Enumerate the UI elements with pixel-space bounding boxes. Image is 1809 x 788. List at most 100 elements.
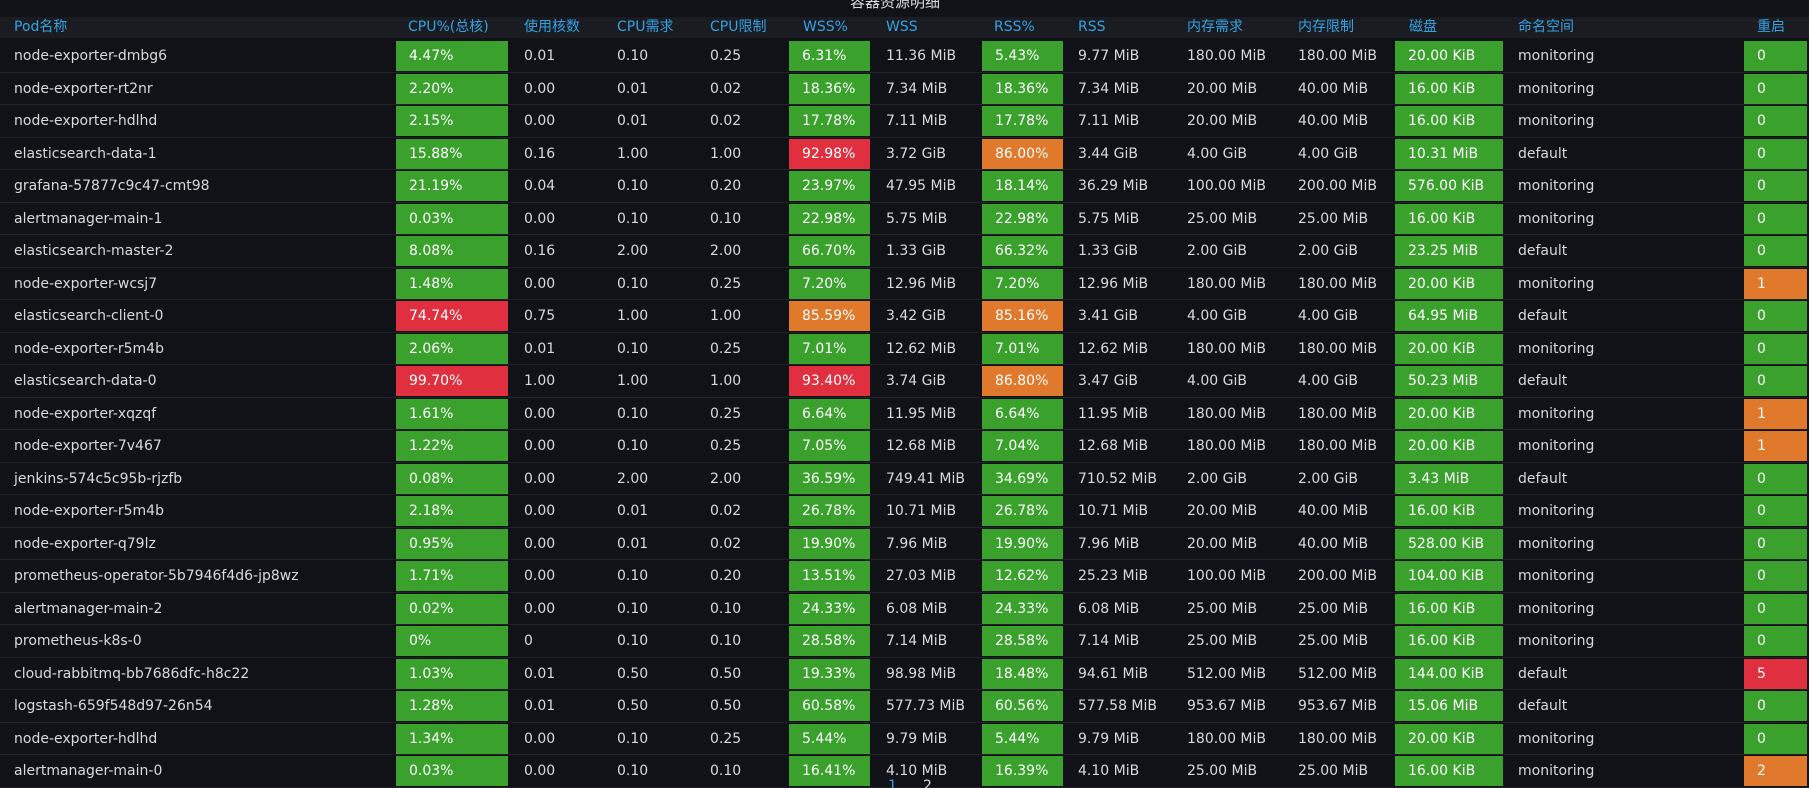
- table-cell: 4.00 GiB: [1298, 308, 1358, 324]
- table-cell: 0.25: [710, 405, 742, 422]
- pod-name: node-exporter-dmbg6: [14, 48, 168, 64]
- table-cell: 7.11 MiB: [886, 113, 948, 129]
- table-cell: default: [1518, 665, 1568, 682]
- table-cell: monitoring: [1518, 48, 1595, 64]
- pod-name: elasticsearch-data-0: [14, 373, 157, 389]
- colored-cell: 0: [1744, 463, 1807, 494]
- colored-cell: 66.70%: [789, 236, 870, 266]
- table-cell: 7.34 MiB: [886, 80, 948, 97]
- table-cell: 0.10: [617, 568, 649, 584]
- table-cell: 9.79 MiB: [1078, 730, 1140, 747]
- table-cell: 0.10: [710, 600, 742, 617]
- table-cell: 9.79 MiB: [886, 730, 948, 747]
- table-cell: 1.00: [617, 308, 649, 324]
- pod-name: elasticsearch-master-2: [14, 243, 174, 259]
- colored-cell: 85.59%: [789, 301, 870, 331]
- column-header[interactable]: 重启: [1757, 19, 1785, 35]
- colored-cell: 26.78%: [789, 496, 870, 526]
- colored-cell: 8.08%: [396, 236, 508, 266]
- colored-cell: 0: [1744, 626, 1807, 656]
- column-header[interactable]: 使用核数: [524, 19, 580, 35]
- pod-name: logstash-659f548d97-26n54: [14, 698, 213, 714]
- pod-name: node-exporter-xqzqf: [14, 405, 157, 422]
- colored-cell: 22.98%: [982, 203, 1063, 234]
- page-link[interactable]: 1: [888, 778, 897, 788]
- table-cell: 0.01: [617, 503, 649, 519]
- table-cell: monitoring: [1518, 600, 1595, 617]
- colored-cell: 74.74%: [396, 301, 508, 331]
- table-cell: default: [1518, 308, 1568, 324]
- colored-cell: 34.69%: [982, 463, 1063, 494]
- table-cell: monitoring: [1518, 503, 1595, 519]
- colored-cell: 5.44%: [789, 723, 870, 754]
- table-cell: 0.25: [710, 275, 742, 292]
- table-cell: 25.00 MiB: [1298, 763, 1369, 779]
- column-header[interactable]: 命名空间: [1518, 19, 1574, 35]
- table-cell: 0.02: [710, 113, 742, 129]
- colored-cell: 0: [1744, 691, 1807, 721]
- colored-cell: 5.43%: [982, 41, 1063, 71]
- table-cell: 0.25: [710, 730, 742, 747]
- table-cell: 4.00 GiB: [1187, 373, 1247, 389]
- column-header[interactable]: CPU需求: [617, 19, 674, 35]
- colored-cell: 7.01%: [982, 333, 1063, 364]
- table-cell: 180.00 MiB: [1187, 438, 1267, 454]
- table-cell: 20.00 MiB: [1187, 80, 1258, 97]
- colored-cell: 6.31%: [789, 41, 870, 71]
- table-cell: 749.41 MiB: [886, 470, 966, 487]
- table-row: [0, 593, 1809, 625]
- column-header[interactable]: RSS%: [994, 19, 1035, 35]
- table-cell: 12.62 MiB: [886, 340, 957, 357]
- table-cell: 4.10 MiB: [1078, 763, 1140, 779]
- colored-cell: 17.78%: [982, 106, 1063, 136]
- colored-cell: 4.47%: [396, 41, 508, 71]
- table-cell: 5.75 MiB: [886, 210, 948, 227]
- table-cell: 0.16: [524, 145, 556, 162]
- colored-cell: 7.04%: [982, 431, 1063, 461]
- colored-cell: 1: [1744, 268, 1807, 299]
- table-cell: 0.00: [524, 535, 556, 552]
- table-cell: 27.03 MiB: [886, 568, 957, 584]
- table-cell: 11.36 MiB: [886, 48, 957, 64]
- column-header[interactable]: 内存需求: [1187, 19, 1243, 35]
- table-cell: 2.00 GiB: [1187, 470, 1247, 487]
- table-row: [0, 398, 1809, 430]
- table-row: [0, 528, 1809, 560]
- colored-cell: 20.00 KiB: [1395, 723, 1503, 754]
- table-cell: 40.00 MiB: [1298, 113, 1369, 129]
- table-cell: monitoring: [1518, 178, 1595, 194]
- table-cell: 180.00 MiB: [1187, 275, 1267, 292]
- pod-name: alertmanager-main-0: [14, 763, 163, 779]
- column-header[interactable]: CPU%(总核): [408, 19, 489, 35]
- table-cell: 0.00: [524, 600, 556, 617]
- column-header[interactable]: CPU限制: [710, 19, 767, 35]
- table-cell: 4.00 GiB: [1187, 145, 1247, 162]
- colored-cell: 19.90%: [789, 528, 870, 559]
- colored-cell: 18.36%: [982, 73, 1063, 104]
- column-header[interactable]: Pod名称: [14, 19, 68, 35]
- table-cell: 0.00: [524, 438, 556, 454]
- column-header[interactable]: WSS%: [803, 19, 848, 35]
- colored-cell: 36.59%: [789, 463, 870, 494]
- pod-name: cloud-rabbitmq-bb7686dfc-h8c22: [14, 665, 250, 682]
- table-row: [0, 138, 1809, 170]
- table-cell: 0.02: [710, 503, 742, 519]
- table-cell: 0.00: [524, 470, 556, 487]
- table-cell: 25.00 MiB: [1187, 600, 1258, 617]
- column-header[interactable]: RSS: [1078, 19, 1106, 35]
- colored-cell: 15.88%: [396, 138, 508, 169]
- table-cell: monitoring: [1518, 113, 1595, 129]
- column-header[interactable]: WSS: [886, 19, 918, 35]
- page-link[interactable]: 2: [923, 778, 932, 788]
- colored-cell: 20.00 KiB: [1395, 41, 1503, 71]
- table-cell: 0.00: [524, 763, 556, 779]
- column-header[interactable]: 内存限制: [1298, 19, 1354, 35]
- column-header[interactable]: 磁盘: [1409, 19, 1437, 35]
- table-cell: monitoring: [1518, 535, 1595, 552]
- colored-cell: 16.00 KiB: [1395, 593, 1503, 624]
- table-cell: monitoring: [1518, 568, 1595, 584]
- table-cell: 577.58 MiB: [1078, 698, 1158, 714]
- colored-cell: 0: [1744, 561, 1807, 591]
- table-cell: 0.20: [710, 568, 742, 584]
- table-cell: 1.00: [710, 308, 742, 324]
